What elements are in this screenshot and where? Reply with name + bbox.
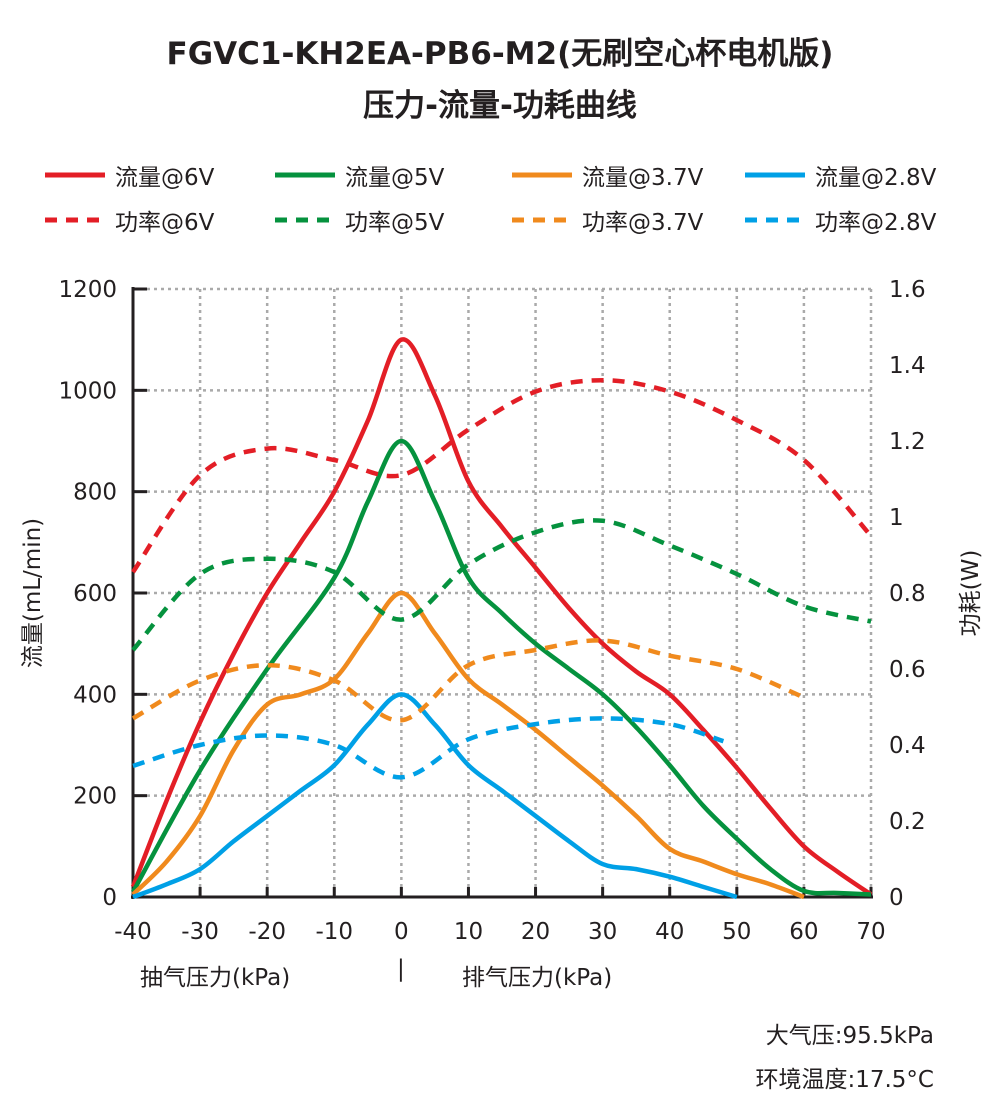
y2-axis-title: 功耗(W) (958, 550, 984, 637)
legend-swatch (745, 217, 805, 223)
y2-tick-label: 0.2 (889, 809, 926, 835)
legend-swatch (745, 172, 805, 178)
series-line-flow-3 (132, 692, 738, 900)
x-tick-label: 50 (722, 919, 751, 945)
x-tick-label: 40 (655, 919, 684, 945)
y2-tick-label: 1.6 (889, 277, 926, 303)
y-tick-label: 600 (73, 581, 117, 607)
x-tick-label: 0 (394, 919, 409, 945)
legend-item: 流量@5V (275, 158, 444, 192)
series-line-flow-1 (131, 438, 872, 897)
y2-tick-label: 1.4 (889, 353, 926, 379)
legend-swatch (275, 217, 335, 223)
legend-swatch (512, 217, 572, 223)
y-tick-label: 1200 (58, 277, 117, 303)
x-axis-label-separator: | (397, 956, 405, 982)
legend-label: 流量@6V (115, 165, 215, 191)
legend-swatch (45, 172, 105, 178)
legend-item: 功率@5V (275, 203, 444, 237)
series-line-power-7 (132, 716, 725, 780)
x-tick-label: 10 (454, 919, 483, 945)
legend-item: 功率@6V (45, 203, 214, 237)
legend-item: 功率@2.8V (745, 203, 936, 237)
y2-tick-label: 0.8 (889, 581, 926, 607)
legend-label: 功率@6V (115, 210, 215, 236)
legend-item: 流量@6V (45, 158, 214, 192)
legend-label: 功率@5V (345, 210, 445, 236)
legend-label: 功率@3.7V (582, 210, 704, 236)
y-tick-label: 400 (73, 682, 117, 708)
x-tick-label: -30 (181, 919, 219, 945)
x-tick-label: 30 (588, 919, 617, 945)
chart-title-line2: 压力-流量-功耗曲线 (363, 88, 637, 124)
y-tick-label: 800 (73, 480, 117, 506)
y2-tick-label: 1.2 (889, 429, 926, 455)
series-line-power-5 (131, 518, 872, 652)
legend-swatch (512, 172, 572, 178)
x-tick-label: 60 (789, 919, 818, 945)
x-tick-label: 70 (856, 919, 885, 945)
x-tick-label: -10 (315, 919, 353, 945)
x-axis-label-discharge: 排气压力(kPa) (462, 965, 613, 991)
series-line-flow-0 (130, 337, 873, 897)
y2-tick-label: 0.4 (889, 733, 926, 759)
legend-label: 功率@2.8V (815, 210, 937, 236)
legend-item: 功率@3.7V (512, 203, 703, 237)
temperature-note: 环境温度:17.5°C (755, 1067, 934, 1093)
legend-swatch (275, 172, 335, 178)
x-tick-label: 20 (521, 919, 550, 945)
y-axis-title: 流量(mL/min) (20, 518, 46, 668)
legend-swatch (45, 217, 105, 223)
x-tick-label: -40 (114, 919, 152, 945)
x-axis-label-suction: 抽气压力(kPa) (140, 965, 291, 991)
legend-label: 流量@2.8V (815, 165, 937, 191)
atmospheric-pressure-note: 大气压:95.5kPa (765, 1023, 934, 1049)
legend-label: 流量@5V (345, 165, 445, 191)
y-tick-label: 1000 (58, 378, 117, 404)
y-tick-label: 0 (102, 885, 117, 911)
x-tick-label: -20 (248, 919, 286, 945)
y-tick-label: 200 (73, 784, 117, 810)
legend-label: 流量@3.7V (582, 165, 704, 191)
series-line-flow-2 (131, 590, 805, 900)
y2-tick-label: 0.6 (889, 657, 926, 683)
series-line-power-6 (131, 638, 805, 723)
legend-item: 流量@2.8V (745, 158, 936, 192)
series-line-power-4 (131, 377, 873, 574)
y2-tick-label: 1 (889, 505, 904, 531)
y2-tick-label: 0 (889, 885, 904, 911)
chart-title-line1: FGVC1-KH2EA-PB6-M2(无刷空心杯电机版) (166, 36, 834, 72)
legend-item: 流量@3.7V (512, 158, 703, 192)
